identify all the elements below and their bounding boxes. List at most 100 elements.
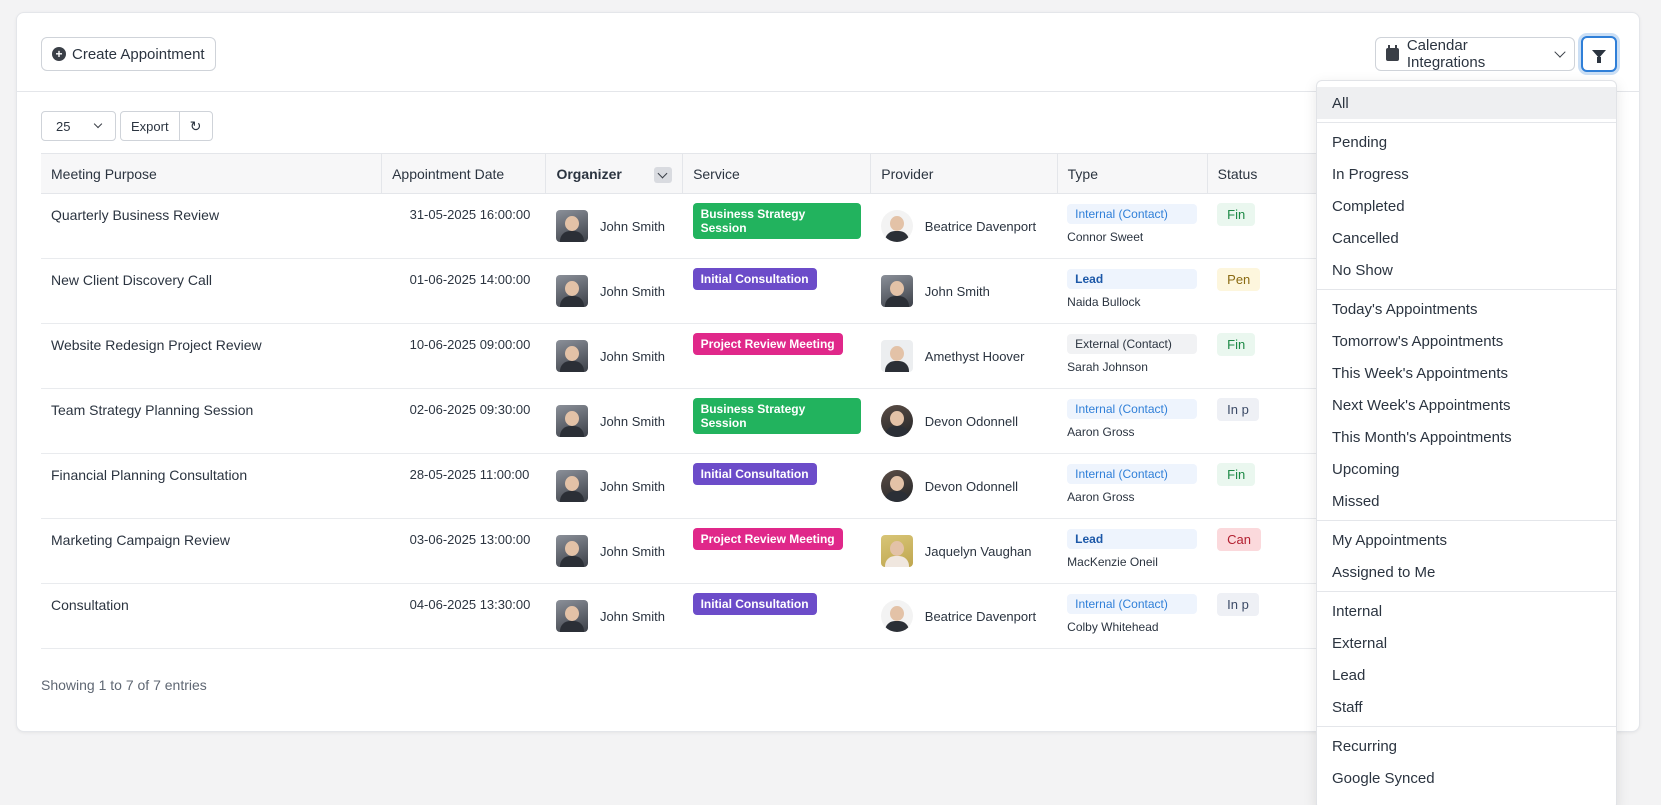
contact-name: Sarah Johnson <box>1067 360 1148 374</box>
filter-dropdown-menu: All Pending In Progress Completed Cancelled N… <box>1316 80 1617 805</box>
type-badge: Internal (Contact) <box>1067 204 1198 224</box>
appointment-date: 10-06-2025 09:00:00 <box>409 337 531 352</box>
contact-name: Naida Bullock <box>1067 295 1141 309</box>
filter-menu-item-in-progress[interactable]: In Progress <box>1332 165 1409 183</box>
filter-menu-item-no-show[interactable]: No Show <box>1332 261 1393 279</box>
column-header-meeting-purpose[interactable]: Meeting Purpose <box>41 153 383 194</box>
table-header-row: Meeting Purpose Appointment Date Organiz… <box>41 153 1342 194</box>
organizer-cell: John Smith <box>555 194 673 258</box>
type-badge: Internal (Contact) <box>1067 464 1198 484</box>
menu-divider <box>1317 726 1616 727</box>
card-header: + Create Appointment Calendar Integratio… <box>17 13 1639 92</box>
provider-cell: Beatrice Davenport <box>880 584 1047 648</box>
organizer-cell: John Smith <box>555 584 673 648</box>
calendar-integrations-label: Calendar Integrations <box>1406 37 1486 71</box>
filter-menu-item-pending[interactable]: Pending <box>1332 133 1388 151</box>
filter-button[interactable] <box>1581 36 1617 72</box>
avatar <box>555 470 588 502</box>
organizer-cell: John Smith <box>555 519 673 583</box>
filter-menu-item-this-week-s-appointments[interactable]: This Week's Appointments <box>1332 364 1509 382</box>
organizer-name: John Smith <box>599 218 665 234</box>
filter-menu-item-staff[interactable]: Staff <box>1332 698 1363 716</box>
filter-menu-item-all[interactable]: All <box>1317 87 1616 119</box>
filter-menu-item-next-week-s-appointments[interactable]: Next Week's Appointments <box>1332 396 1511 414</box>
page-size-value: 25 <box>56 118 71 134</box>
contact-name: Connor Sweet <box>1067 230 1144 244</box>
meeting-purpose[interactable]: Team Strategy Planning Session <box>51 402 254 418</box>
table-row[interactable]: Financial Planning Consultation 28-05-20… <box>41 453 1341 519</box>
table-row[interactable]: Website Redesign Project Review 10-06-20… <box>41 323 1341 389</box>
column-header-organizer[interactable]: Organizer <box>545 153 684 194</box>
filter-menu-item-recurring[interactable]: Recurring <box>1332 737 1398 755</box>
filter-menu-item-cancelled[interactable]: Cancelled <box>1332 229 1399 247</box>
avatar <box>880 535 913 567</box>
filter-menu-item-my-appointments[interactable]: My Appointments <box>1332 531 1448 549</box>
type-badge: Internal (Contact) <box>1067 399 1198 419</box>
filter-menu-item-tomorrow-s-appointments[interactable]: Tomorrow's Appointments <box>1332 332 1504 350</box>
column-header-provider[interactable]: Provider <box>870 153 1058 194</box>
meeting-purpose[interactable]: Marketing Campaign Review <box>51 532 230 548</box>
status-badge: Can <box>1217 528 1262 551</box>
meeting-purpose[interactable]: Website Redesign Project Review <box>51 337 262 353</box>
meeting-purpose[interactable]: Quarterly Business Review <box>51 207 220 223</box>
organizer-name: John Smith <box>599 543 665 559</box>
refresh-button[interactable]: ↻ <box>180 112 212 140</box>
organizer-name: John Smith <box>599 413 665 429</box>
service-badge: Initial Consultation <box>692 268 817 290</box>
appointment-date: 03-06-2025 13:00:00 <box>409 532 531 547</box>
appointment-date: 04-06-2025 13:30:00 <box>409 597 531 612</box>
status-badge: Fin <box>1217 333 1256 356</box>
filter-menu-item-lead[interactable]: Lead <box>1332 666 1366 684</box>
provider-cell: Devon Odonnell <box>880 389 1047 453</box>
type-badge: Internal (Contact) <box>1067 594 1198 614</box>
table-row[interactable]: Quarterly Business Review 31-05-2025 16:… <box>41 193 1341 259</box>
table-row[interactable]: Team Strategy Planning Session 02-06-202… <box>41 388 1341 454</box>
filter-menu-item-completed[interactable]: Completed <box>1332 197 1405 215</box>
status-badge: In p <box>1217 398 1259 421</box>
status-badge: In p <box>1217 593 1259 616</box>
filter-menu-item-internal[interactable]: Internal <box>1332 602 1383 620</box>
filter-menu-item-google-synced[interactable]: Google Synced <box>1332 769 1435 787</box>
contact-name: Colby Whitehead <box>1067 620 1159 634</box>
organizer-cell: John Smith <box>555 389 673 453</box>
service-badge: Initial Consultation <box>692 463 817 485</box>
column-header-appointment-date[interactable]: Appointment Date <box>381 153 547 194</box>
page-size-select[interactable]: 25 <box>41 111 116 141</box>
filter-menu-item-upcoming[interactable]: Upcoming <box>1332 460 1400 478</box>
filter-menu-item-missed[interactable]: Missed <box>1332 492 1380 510</box>
create-appointment-label: Create Appointment <box>72 45 205 63</box>
chevron-down-icon <box>93 119 103 129</box>
meeting-purpose[interactable]: Consultation <box>51 597 129 613</box>
export-button[interactable]: Export <box>121 112 180 140</box>
provider-name: Beatrice Davenport <box>924 608 1037 624</box>
organizer-cell: John Smith <box>555 324 673 388</box>
sort-chevron-icon[interactable] <box>654 167 673 183</box>
calendar-integrations-button[interactable]: Calendar Integrations <box>1375 37 1575 71</box>
provider-name: Devon Odonnell <box>924 413 1019 429</box>
column-header-service[interactable]: Service <box>682 153 872 194</box>
meeting-purpose[interactable]: Financial Planning Consultation <box>51 467 248 483</box>
status-badge: Fin <box>1217 203 1256 226</box>
refresh-icon: ↻ <box>189 117 202 134</box>
create-appointment-button[interactable]: + Create Appointment <box>41 37 216 71</box>
avatar <box>880 600 913 632</box>
meeting-purpose[interactable]: New Client Discovery Call <box>51 272 213 288</box>
menu-divider <box>1317 122 1616 123</box>
column-header-type[interactable]: Type <box>1057 153 1208 194</box>
appointment-date: 01-06-2025 14:00:00 <box>409 272 531 287</box>
filter-menu-item-today-s-appointments[interactable]: Today's Appointments <box>1332 300 1478 318</box>
appointment-date: 31-05-2025 16:00:00 <box>409 207 531 222</box>
avatar <box>555 210 588 242</box>
filter-menu-item-assigned-to-me[interactable]: Assigned to Me <box>1332 563 1436 581</box>
filter-menu-item-this-month-s-appointments[interactable]: This Month's Appointments <box>1332 428 1512 446</box>
provider-cell: Amethyst Hoover <box>880 324 1047 388</box>
type-badge: External (Contact) <box>1067 334 1198 354</box>
table-row[interactable]: Marketing Campaign Review 03-06-2025 13:… <box>41 518 1341 584</box>
table-row[interactable]: New Client Discovery Call 01-06-2025 14:… <box>41 258 1341 324</box>
type-badge: Lead <box>1067 269 1198 289</box>
provider-name: Amethyst Hoover <box>924 348 1025 364</box>
filter-menu-item-external[interactable]: External <box>1332 634 1388 652</box>
table-row[interactable]: Consultation 04-06-2025 13:30:00 John Sm… <box>41 583 1341 649</box>
provider-name: John Smith <box>924 283 990 299</box>
appointment-date: 02-06-2025 09:30:00 <box>409 402 531 417</box>
